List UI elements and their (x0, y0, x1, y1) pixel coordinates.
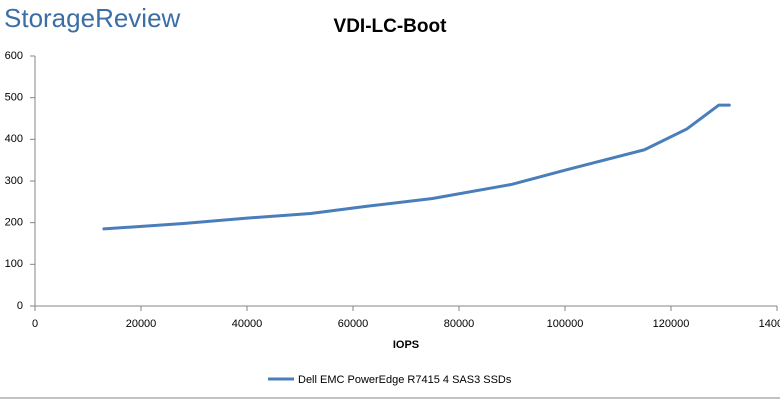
y-tick-label: 600 (5, 50, 23, 62)
chart-title: VDI-LC-Boot (334, 16, 448, 37)
y-tick-label: 200 (5, 217, 23, 229)
y-tick-label: 300 (5, 175, 23, 187)
x-tick-label: 0 (32, 318, 38, 330)
x-tick-label: 140000 (759, 318, 780, 330)
series-line (102, 103, 731, 231)
x-tick-label: 100000 (547, 318, 584, 330)
x-tick-label: 20000 (126, 318, 157, 330)
x-tick-label: 40000 (232, 318, 263, 330)
x-tick-label: 60000 (338, 318, 369, 330)
x-tick-label: 80000 (444, 318, 475, 330)
brand-logo: StorageReview (4, 3, 181, 33)
x-axis-label: IOPS (393, 339, 419, 351)
y-tick-label: 400 (5, 133, 23, 145)
y-tick-label: 100 (5, 258, 23, 270)
y-tick-label: 500 (5, 92, 23, 104)
y-tick-label: 0 (17, 300, 23, 312)
x-tick-label: 120000 (653, 318, 690, 330)
legend-label: Dell EMC PowerEdge R7415 4 SAS3 SSDs (298, 374, 512, 386)
